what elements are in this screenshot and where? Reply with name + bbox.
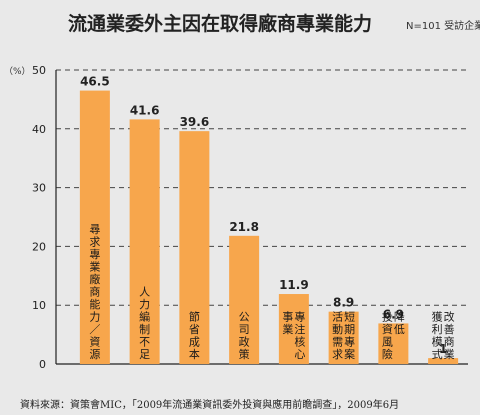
bar-value-label: 21.8 [229, 220, 259, 234]
y-tick-label: 10 [32, 299, 46, 312]
bar-value-label: 11.9 [279, 278, 309, 292]
bar-value-label: 39.6 [180, 115, 210, 129]
bar-value-label: 1 [439, 342, 447, 356]
category-label: 改善商業獲利模式 [432, 310, 455, 362]
y-tick-label: 30 [32, 182, 46, 195]
source-note: 資料來源：資策會MIC，「2009年流通業資訊委外投資與應用前瞻調查」，2009… [20, 398, 399, 411]
y-tick-label: 0 [39, 358, 46, 371]
bar-value-label: 46.5 [80, 75, 110, 89]
bar-value-label: 41.6 [130, 103, 160, 117]
category-label: 尋求專業廠商能力／資源 [89, 223, 100, 361]
category-label: 節省成本 [189, 310, 200, 362]
category-label: 公司政策 [239, 311, 250, 362]
category-label: 短期專案活動需求 [332, 310, 355, 362]
category-label: 降低投資風險 [382, 310, 405, 362]
y-tick-label: 20 [32, 240, 46, 253]
bar-value-label: 8.9 [333, 296, 354, 310]
category-label: 專注核心事業 [282, 311, 305, 362]
y-tick-label: 40 [32, 123, 46, 136]
bar [229, 235, 260, 364]
bar [79, 90, 110, 364]
bar [179, 131, 210, 364]
y-axis-unit: （%） [4, 66, 31, 77]
bar [278, 294, 309, 364]
chart-subtitle: N=101 受訪企業 [406, 19, 480, 32]
bar-value-label: 6.9 [383, 307, 404, 321]
bar [129, 119, 160, 364]
bar [378, 323, 409, 364]
y-tick-label: 50 [32, 64, 46, 77]
bar [328, 311, 359, 364]
category-label: 人力編制不足 [139, 286, 150, 362]
chart-title: 流通業委外主因在取得廠商專業能力 [68, 12, 372, 35]
bar [428, 358, 459, 364]
